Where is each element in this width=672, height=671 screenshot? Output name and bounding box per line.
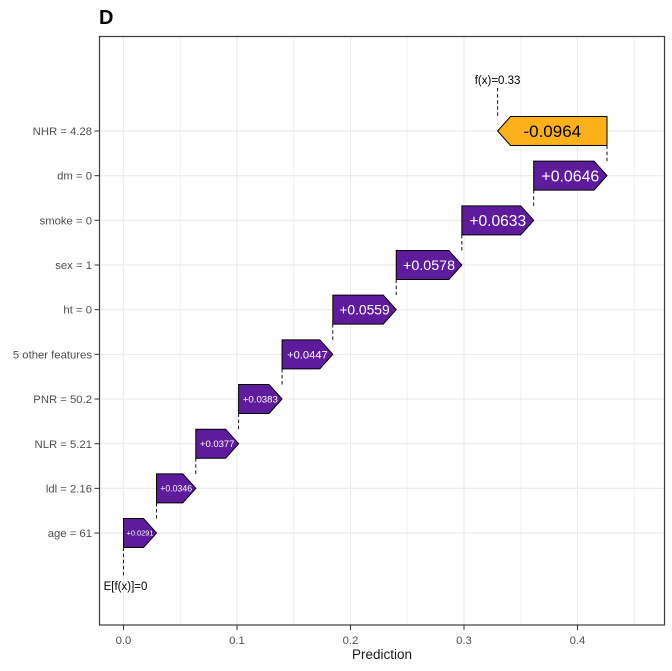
positive-shap-bar <box>238 384 283 415</box>
y-axis: NHR = 4.28 dm = 0 smoke = 0 sex = 1 ht = 0 5 … <box>13 126 100 540</box>
shap-value-label: +0.0346 <box>160 484 192 494</box>
y-tick-label: sex = 1 <box>55 260 92 272</box>
shap-value-label: +0.0578 <box>403 258 455 274</box>
positive-shap-bar <box>123 518 158 549</box>
y-tick-label: NLR = 5.21 <box>35 439 92 451</box>
positive-shap-bar <box>156 473 197 504</box>
figure-panel-label: D <box>99 7 113 29</box>
shap-value-label: +0.0383 <box>243 394 278 405</box>
shap-value-label: +0.0291 <box>126 529 153 538</box>
negative-shap-bar <box>496 116 608 146</box>
shap-value-label: +0.0447 <box>287 349 328 361</box>
x-tick-label: 0.1 <box>229 635 245 647</box>
y-tick-label: age = 61 <box>48 528 92 540</box>
positive-shap-bar <box>281 339 334 370</box>
shap-value-label: +0.0633 <box>469 213 526 230</box>
y-tick-label: ldl = 2.16 <box>46 483 92 495</box>
shap-value-label: +0.0559 <box>339 302 390 318</box>
final-prediction-annotation: f(x)=0.33 <box>475 75 521 87</box>
shap-value-label: +0.0646 <box>541 168 599 185</box>
y-tick-label: dm = 0 <box>57 171 92 183</box>
y-tick-label: smoke = 0 <box>40 215 92 227</box>
positive-shap-bar <box>461 205 535 236</box>
x-tick-label: 0.0 <box>116 635 132 647</box>
positive-shap-bar <box>195 428 240 459</box>
connector-lines <box>123 88 608 576</box>
x-tick-label: 0.4 <box>570 635 586 647</box>
positive-shap-bar <box>395 250 463 281</box>
x-axis: 0.0 0.1 0.2 0.3 0.4 <box>116 625 586 647</box>
shap-bars: -0.0964 +0.0646 +0.0633 +0.0578 +0.0559 +0.04… <box>123 116 608 549</box>
x-tick-label: 0.3 <box>456 635 472 647</box>
x-axis-title: Prediction <box>352 647 412 662</box>
y-tick-label: 5 other features <box>13 349 92 361</box>
y-tick-label: ht = 0 <box>63 305 92 317</box>
x-tick-label: 0.2 <box>343 635 359 647</box>
y-tick-label: PNR = 50.2 <box>33 394 92 406</box>
shap-value-label: +0.0377 <box>200 439 235 450</box>
positive-shap-bar <box>332 294 397 325</box>
panel-border <box>98 35 666 626</box>
positive-shap-bar <box>533 160 608 191</box>
shap-value-label: -0.0964 <box>523 122 581 141</box>
baseline-annotation: E[f(x)]=0 <box>104 581 148 593</box>
y-tick-label: NHR = 4.28 <box>33 126 92 138</box>
